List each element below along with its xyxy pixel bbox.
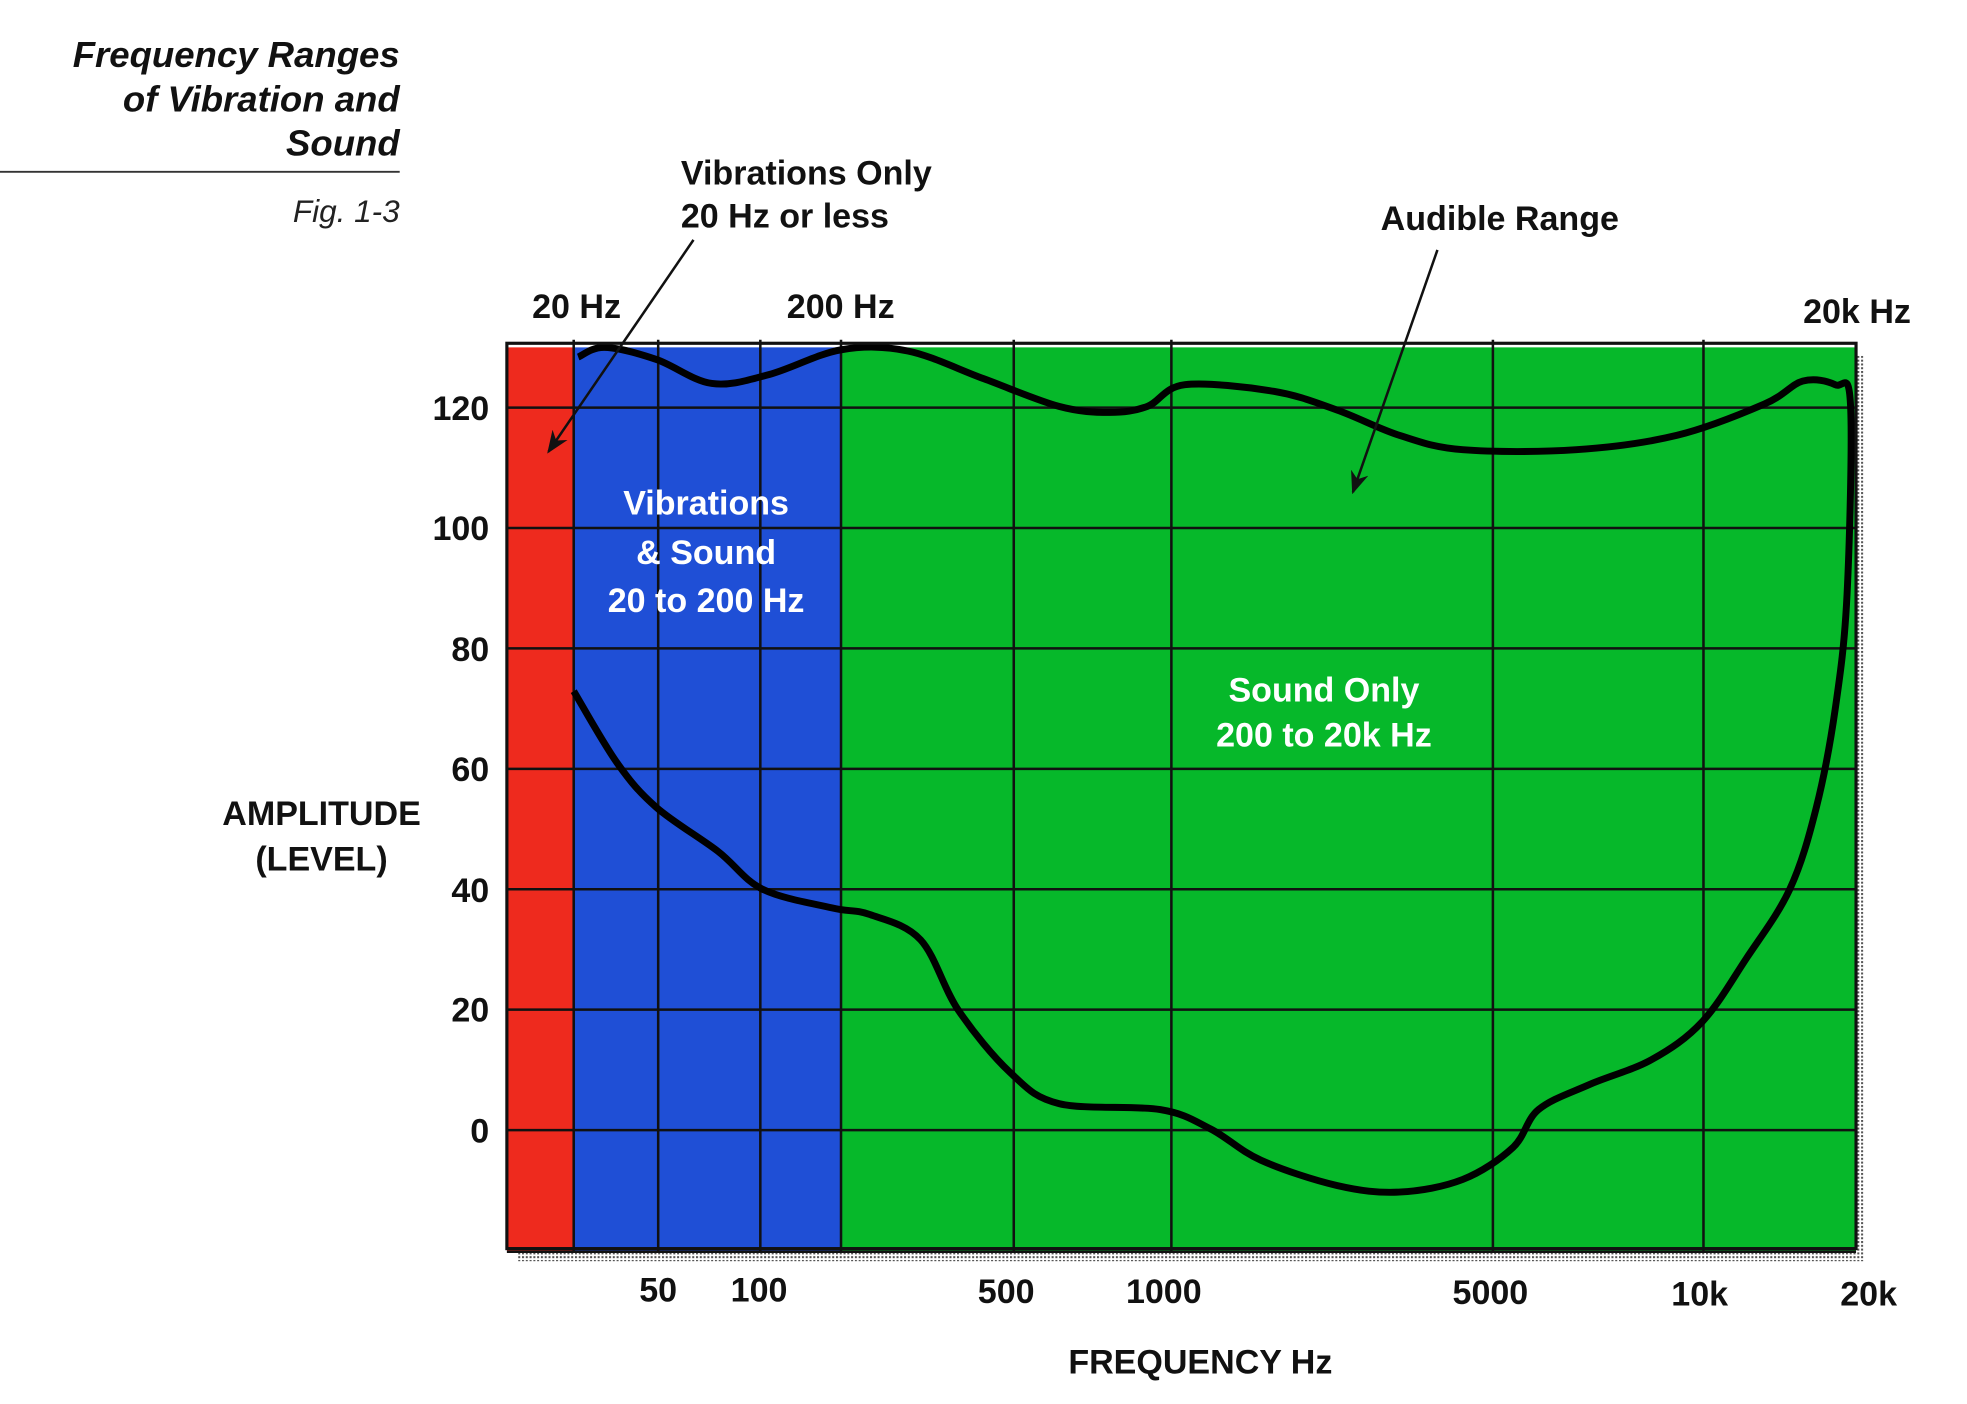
x-tick-label: 50 xyxy=(639,1272,677,1310)
top-marker-200hz: 200 Hz xyxy=(787,288,895,326)
y-tick-label: 40 xyxy=(451,872,489,910)
annotation-arrow-audible xyxy=(1351,249,1439,495)
region-label-sound-only-2: 200 to 20k Hz xyxy=(1216,717,1432,755)
frequency-regions xyxy=(506,347,1857,1251)
x-tick-label: 500 xyxy=(978,1273,1035,1311)
annotation-arrow-vibrations xyxy=(547,239,695,454)
y-tick-label: 100 xyxy=(432,510,489,548)
region-label-sound-only-1: Sound Only xyxy=(1228,671,1419,709)
title-line-2: of Vibration and xyxy=(123,78,400,119)
title-line-3: Sound xyxy=(286,122,400,163)
y-axis-ticks: 120 100 80 60 40 20 0 xyxy=(432,390,489,1150)
x-tick-label: 5000 xyxy=(1453,1274,1529,1312)
header: Frequency Ranges of Vibration and Sound … xyxy=(0,34,400,229)
grid-lines xyxy=(506,339,1857,1254)
x-tick-label: 10k xyxy=(1671,1275,1728,1313)
y-tick-label: 20 xyxy=(451,992,489,1030)
region-band-2 xyxy=(841,347,1857,1251)
top-marker-20khz: 20k Hz xyxy=(1803,293,1911,331)
annotation-vibrations-only-2: 20 Hz or less xyxy=(681,197,889,235)
y-axis-label-1: AMPLITUDE xyxy=(222,795,421,833)
x-tick-label: 100 xyxy=(731,1272,788,1310)
x-tick-label: 1000 xyxy=(1126,1273,1202,1311)
annotation-vibrations-only-1: Vibrations Only xyxy=(681,154,932,192)
y-axis-label-2: (LEVEL) xyxy=(255,840,387,878)
annotation-audible-range: Audible Range xyxy=(1381,200,1619,238)
title-line-1: Frequency Ranges xyxy=(73,34,400,75)
y-tick-label: 60 xyxy=(451,751,489,789)
x-axis-label: FREQUENCY Hz xyxy=(1068,1343,1332,1381)
y-tick-label: 120 xyxy=(432,390,489,428)
x-tick-label: 20k xyxy=(1840,1275,1897,1313)
plot-frame xyxy=(505,341,1858,1251)
region-band-1 xyxy=(573,347,842,1251)
y-tick-label: 0 xyxy=(470,1113,489,1151)
region-label-vib-sound-1: Vibrations xyxy=(623,485,789,523)
y-tick-label: 80 xyxy=(451,631,489,669)
region-band-0 xyxy=(506,347,574,1251)
figure-label: Fig. 1-3 xyxy=(293,193,400,229)
audible-range-curve xyxy=(570,343,1855,1196)
region-label-vib-sound-3: 20 to 200 Hz xyxy=(608,582,805,620)
x-axis-ticks: 50 100 500 1000 5000 10k 20k xyxy=(639,1272,1897,1314)
top-marker-20hz: 20 Hz xyxy=(532,288,621,326)
region-label-vib-sound-2: & Sound xyxy=(636,534,776,572)
